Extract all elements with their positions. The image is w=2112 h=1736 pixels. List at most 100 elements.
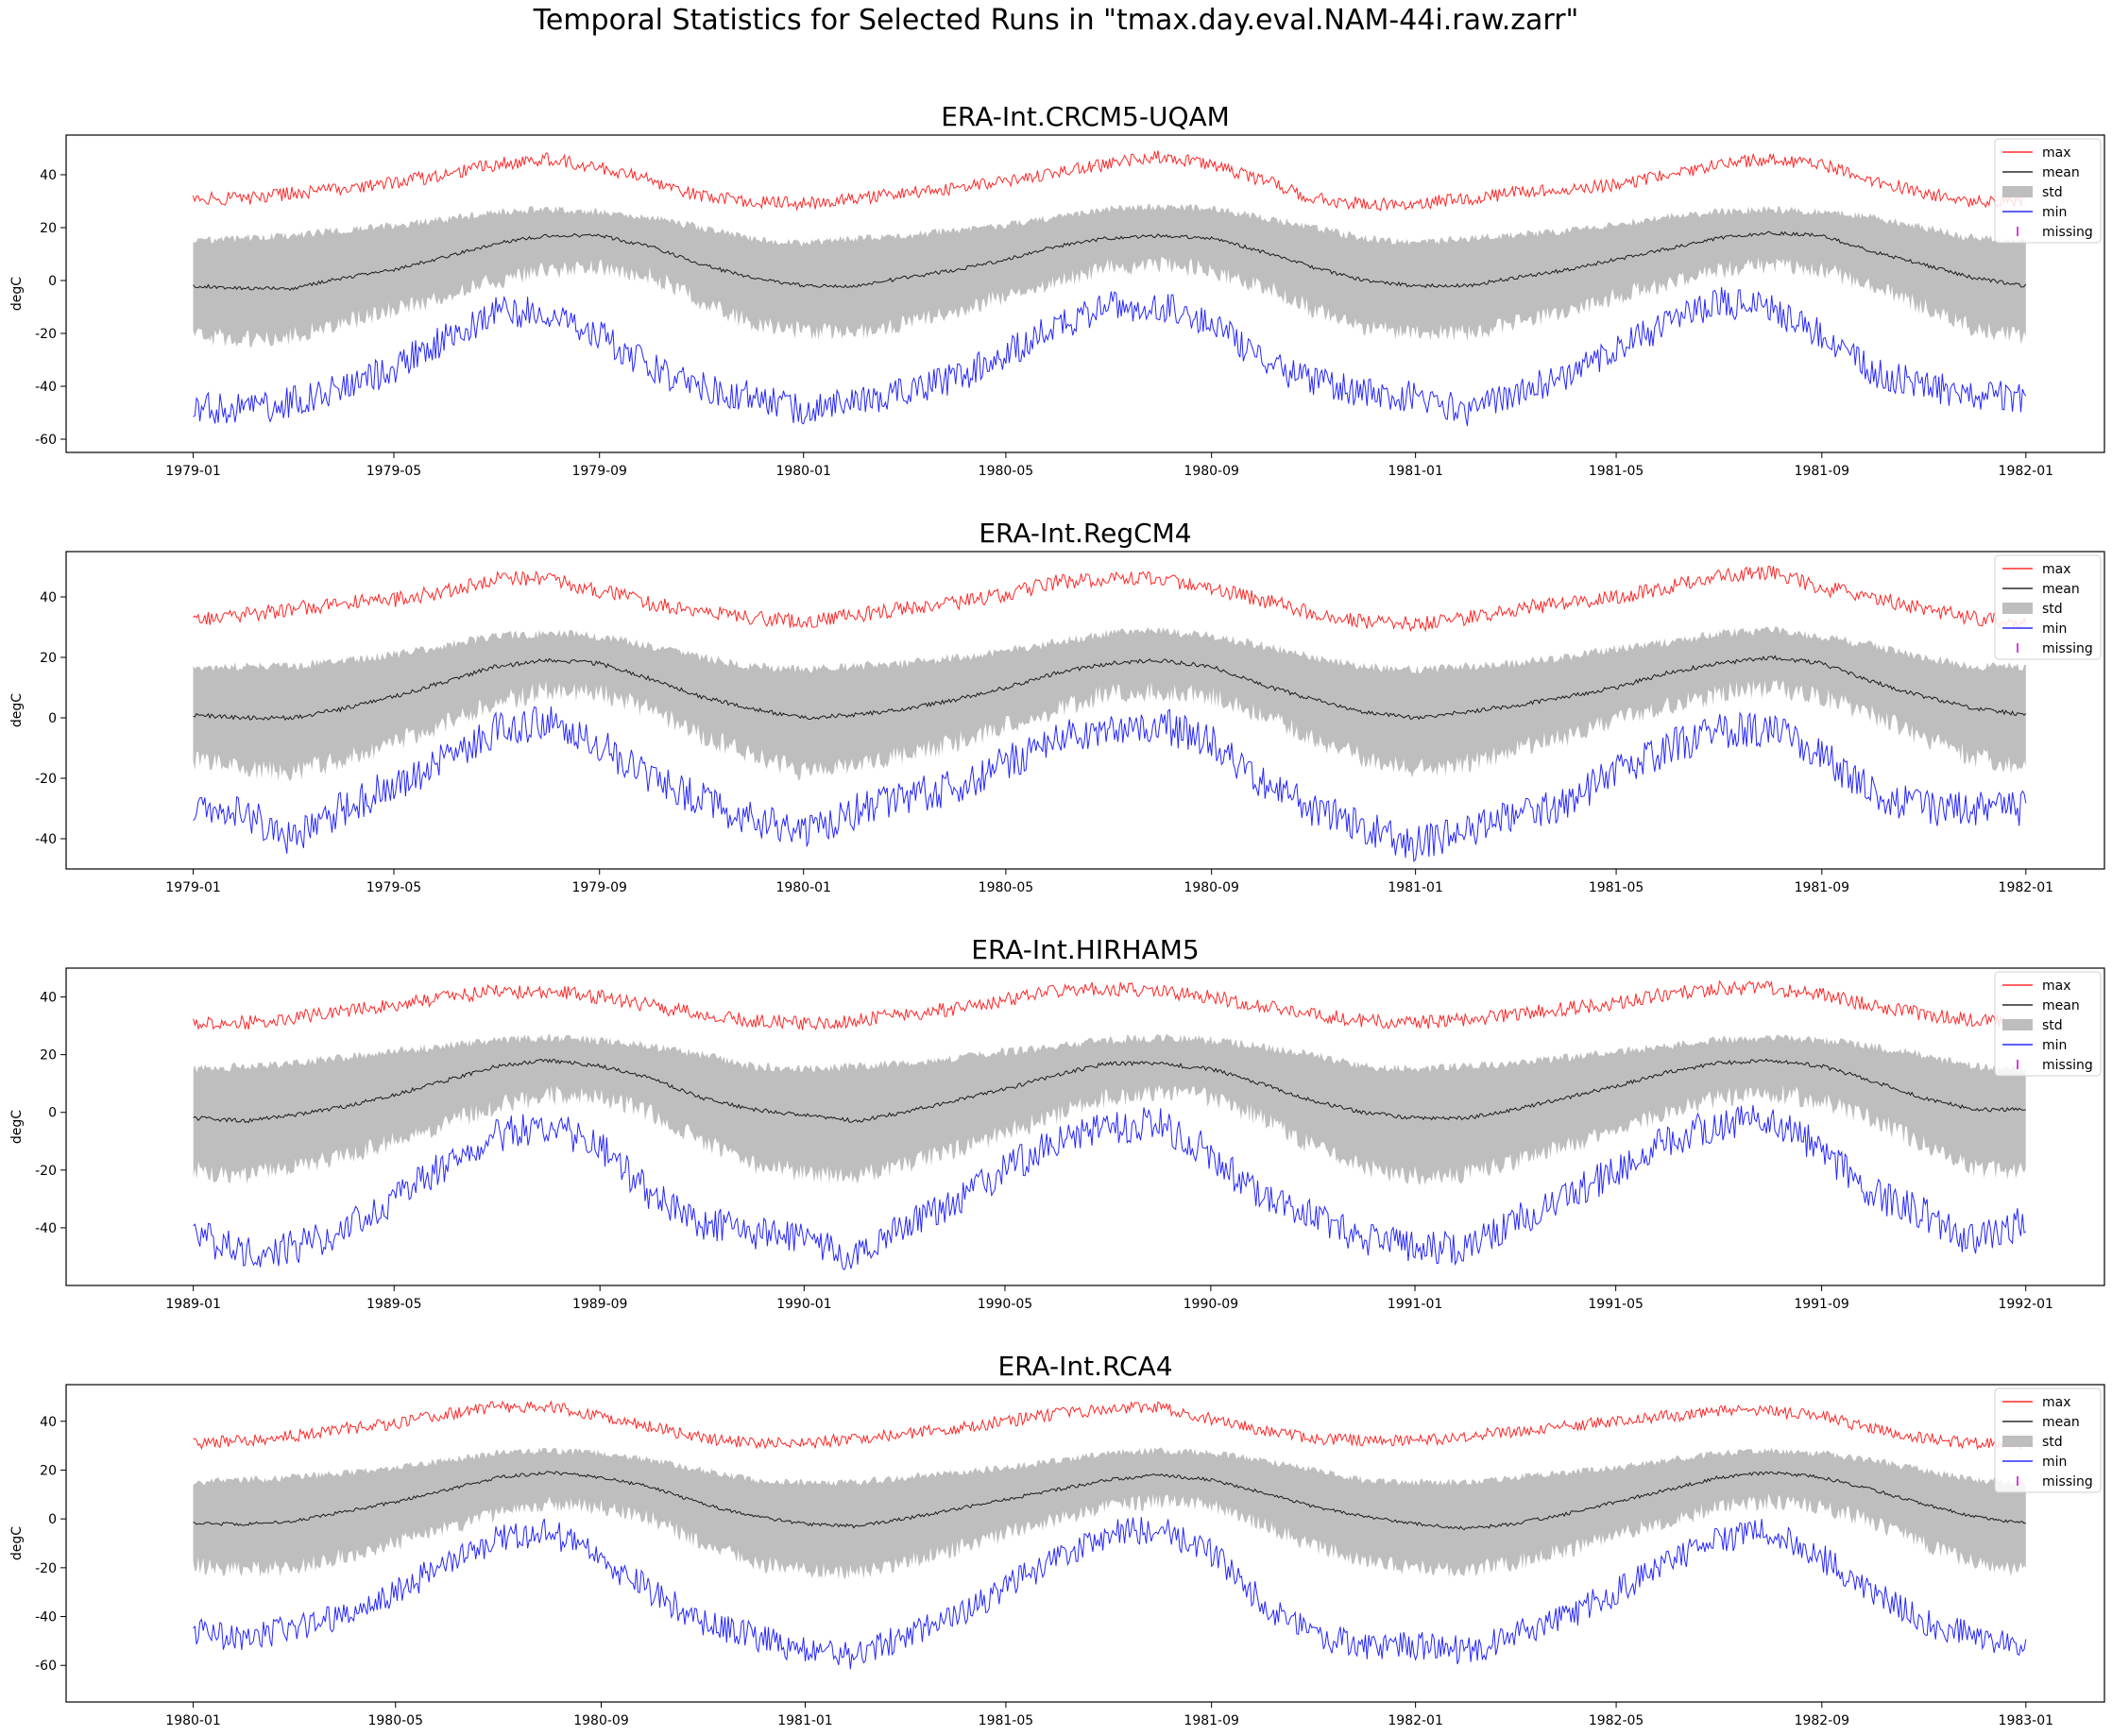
subplot-2: ERA-Int.RegCM4 degC -40 -20 0 20 40 1979-01 1979… bbox=[9, 518, 2105, 895]
legend-missing-label: missing bbox=[2042, 1058, 2093, 1073]
legend-box bbox=[1994, 554, 2102, 660]
y-tick-label: 0 bbox=[48, 711, 57, 726]
legend-std-label: std bbox=[2042, 1435, 2063, 1450]
x-tick-label: 1981-01 bbox=[777, 1713, 833, 1728]
axes-frame bbox=[65, 551, 2105, 870]
min-series-line bbox=[193, 706, 2027, 862]
x-tick-label: 1982-01 bbox=[1999, 464, 2054, 479]
legend-min-label: min bbox=[2042, 621, 2067, 637]
legend-box bbox=[1994, 1387, 2102, 1493]
x-tick-label: 1979-01 bbox=[165, 880, 221, 895]
std-band bbox=[193, 626, 2026, 782]
y-axis-label: degC bbox=[9, 693, 25, 727]
y-tick-label: -40 bbox=[35, 380, 57, 395]
legend-max-label: max bbox=[2042, 562, 2071, 577]
x-tick-label: 1981-05 bbox=[979, 1713, 1034, 1728]
x-tick-label: 1991-05 bbox=[1588, 1297, 1644, 1312]
x-tick-label: 1982-09 bbox=[1795, 1713, 1850, 1728]
y-tick-label: 20 bbox=[40, 221, 57, 236]
legend-std-label: std bbox=[2042, 1018, 2063, 1033]
x-tick-label: 1991-09 bbox=[1794, 1297, 1849, 1312]
x-tick-label: 1981-09 bbox=[1184, 1713, 1239, 1728]
figure-title: Temporal Statistics for Selected Runs in… bbox=[533, 4, 1579, 37]
x-tick-label: 1980-09 bbox=[573, 1713, 629, 1728]
legend-missing-label: missing bbox=[2042, 225, 2093, 240]
legend-missing-label: missing bbox=[2042, 1474, 2093, 1489]
x-tick-label: 1981-09 bbox=[1795, 464, 1850, 479]
y-tick-label: 20 bbox=[40, 1048, 57, 1064]
max-series-line bbox=[193, 979, 2026, 1031]
subplot-title: ERA-Int.RCA4 bbox=[997, 1351, 1172, 1382]
legend-min-label: min bbox=[2042, 1455, 2067, 1470]
y-tick-label: 0 bbox=[48, 274, 57, 289]
x-tick-label: 1981-05 bbox=[1589, 464, 1644, 479]
subplot-title: ERA-Int.CRCM5-UQAM bbox=[941, 101, 1230, 132]
x-tick-label: 1982-01 bbox=[1388, 1713, 1443, 1728]
y-tick-label: -40 bbox=[35, 1610, 57, 1625]
legend-min-label: min bbox=[2042, 205, 2067, 220]
mean-series-line bbox=[193, 655, 2027, 722]
max-series-line bbox=[193, 565, 2027, 633]
y-tick-label: -20 bbox=[35, 772, 57, 787]
legend-std-swatch bbox=[2002, 603, 2033, 614]
subplot-title: ERA-Int.RegCM4 bbox=[979, 518, 1191, 549]
y-tick-label: 40 bbox=[40, 1415, 57, 1430]
legend-mean-label: mean bbox=[2042, 998, 2080, 1013]
x-tick-label: 1989-01 bbox=[165, 1297, 221, 1312]
x-tick-label: 1981-05 bbox=[1589, 880, 1644, 895]
x-tick-label: 1992-01 bbox=[1998, 1297, 2053, 1312]
axes-frame bbox=[65, 134, 2105, 453]
legend-missing-label: missing bbox=[2042, 641, 2093, 656]
x-tick-label: 1981-09 bbox=[1795, 880, 1850, 895]
x-tick-label: 1982-01 bbox=[1999, 880, 2054, 895]
x-tick-label: 1979-01 bbox=[165, 464, 221, 479]
x-tick-label: 1979-09 bbox=[571, 880, 627, 895]
legend-max-label: max bbox=[2042, 145, 2071, 161]
x-tick-label: 1981-01 bbox=[1388, 464, 1443, 479]
std-band bbox=[193, 1033, 2026, 1185]
mean-series-line bbox=[193, 230, 2027, 292]
x-tick-label: 1989-09 bbox=[572, 1297, 628, 1312]
x-tick-label: 1979-09 bbox=[571, 464, 627, 479]
y-tick-label: -60 bbox=[35, 1659, 57, 1674]
subplot-title: ERA-Int.HIRHAM5 bbox=[971, 934, 1200, 965]
x-tick-label: 1980-09 bbox=[1184, 880, 1239, 895]
y-tick-label: -40 bbox=[35, 1221, 57, 1236]
x-tick-label: 1990-09 bbox=[1184, 1297, 1239, 1312]
x-tick-label: 1980-05 bbox=[979, 880, 1034, 895]
y-axis-label: degC bbox=[9, 1526, 25, 1560]
std-band bbox=[193, 203, 2026, 348]
y-tick-label: 0 bbox=[48, 1106, 57, 1121]
legend-std-swatch bbox=[2002, 1019, 2033, 1030]
x-tick-label: 1980-01 bbox=[165, 1713, 221, 1728]
x-tick-label: 1980-09 bbox=[1184, 464, 1239, 479]
y-tick-label: -40 bbox=[35, 832, 57, 847]
legend-mean-label: mean bbox=[2042, 582, 2080, 597]
subplot-1: ERA-Int.CRCM5-UQAM degC -60 -40 -20 0 20 40 1979… bbox=[9, 101, 2105, 479]
y-tick-label: -20 bbox=[35, 1164, 57, 1179]
max-series-line bbox=[193, 1400, 2027, 1451]
legend-std-swatch bbox=[2002, 186, 2033, 197]
x-tick-label: 1979-05 bbox=[366, 464, 422, 479]
y-tick-label: 20 bbox=[40, 1463, 57, 1478]
x-tick-label: 1983-01 bbox=[1999, 1713, 2054, 1728]
x-tick-label: 1980-05 bbox=[367, 1713, 423, 1728]
legend-std-label: std bbox=[2042, 602, 2063, 617]
legend: max mean std min missing bbox=[1994, 971, 2102, 1077]
x-tick-label: 1980-01 bbox=[775, 880, 831, 895]
y-tick-label: 0 bbox=[48, 1512, 57, 1527]
y-axis-label: degC bbox=[9, 277, 25, 311]
legend-max-label: max bbox=[2042, 1395, 2071, 1410]
min-series-line bbox=[193, 1104, 2026, 1271]
std-band bbox=[193, 1447, 2026, 1580]
subplot-4: ERA-Int.RCA4 degC -60 -40 -20 0 20 40 1980-01 198… bbox=[9, 1351, 2105, 1728]
axes-frame bbox=[65, 967, 2105, 1286]
subplot-3: ERA-Int.HIRHAM5 degC -40 -20 0 20 40 1989-01 198… bbox=[9, 934, 2105, 1312]
y-tick-label: 40 bbox=[40, 590, 57, 605]
legend: max mean std min missing bbox=[1994, 138, 2102, 244]
mean-series-line bbox=[193, 1471, 2026, 1531]
y-tick-label: -20 bbox=[35, 1561, 57, 1576]
y-axis-label: degC bbox=[9, 1110, 25, 1144]
min-series-line bbox=[193, 1517, 2027, 1670]
